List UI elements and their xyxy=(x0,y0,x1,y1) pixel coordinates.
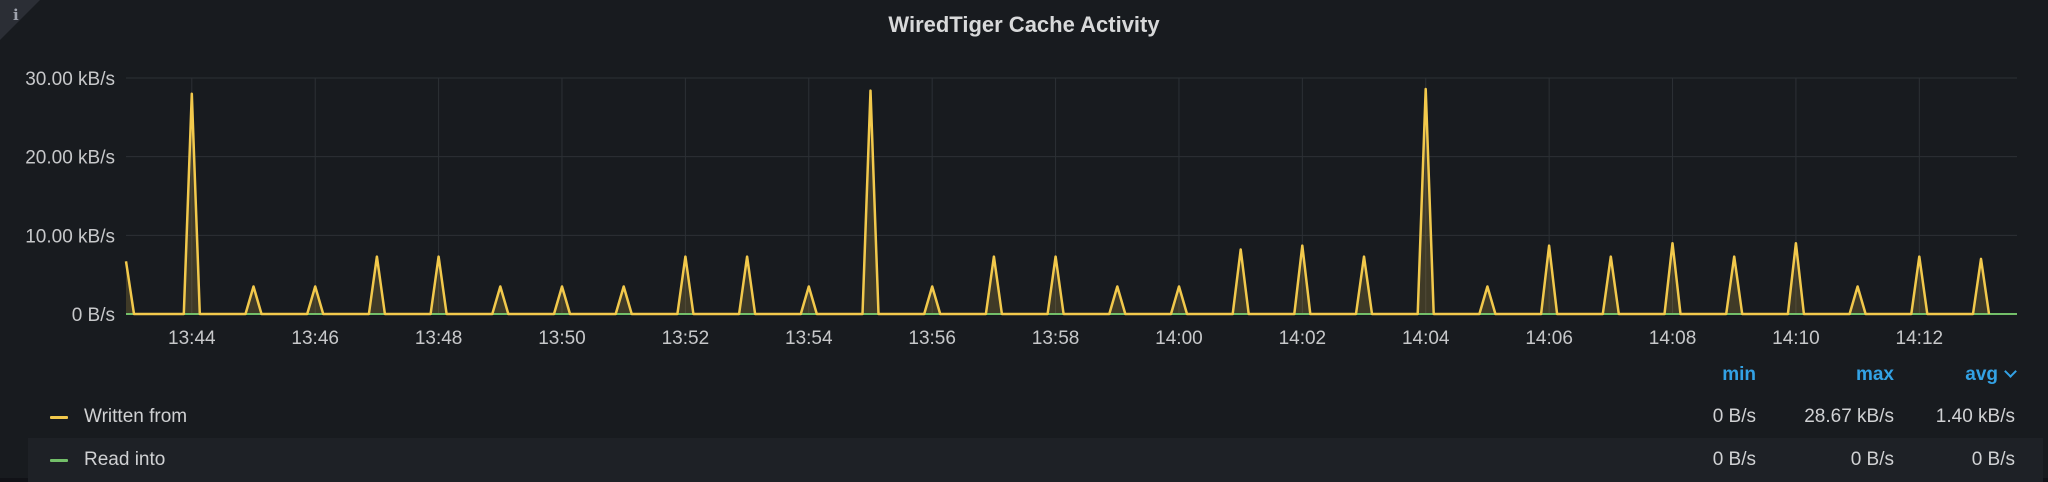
legend-row-read-into[interactable]: Read into 0 B/s 0 B/s 0 B/s xyxy=(28,438,2043,482)
x-tick-label: 13:44 xyxy=(168,328,216,349)
x-tick-label: 13:46 xyxy=(291,328,339,349)
legend-header-min[interactable]: min xyxy=(1700,364,1756,386)
legend-header-avg[interactable]: avg xyxy=(1920,364,2015,386)
legend-row-written-from[interactable]: Written from 0 B/s 28.67 kB/s 1.40 kB/s xyxy=(28,395,2043,439)
legend-stat-min: 0 B/s xyxy=(1648,406,1756,428)
y-tick-label: 10.00 kB/s xyxy=(25,226,115,247)
x-tick-label: 14:12 xyxy=(1896,328,1944,349)
x-tick-label: 13:52 xyxy=(662,328,710,349)
x-tick-label: 14:02 xyxy=(1279,328,1327,349)
legend-stat-max: 0 B/s xyxy=(1768,449,1894,471)
y-tick-label: 30.00 kB/s xyxy=(25,69,115,90)
chevron-down-icon xyxy=(2004,365,2017,378)
y-tick-label: 20.00 kB/s xyxy=(25,148,115,169)
x-tick-label: 14:10 xyxy=(1772,328,1820,349)
x-tick-label: 14:04 xyxy=(1402,328,1450,349)
x-tick-label: 13:50 xyxy=(538,328,586,349)
x-tick-label: 13:58 xyxy=(1032,328,1080,349)
legend-stat-max: 28.67 kB/s xyxy=(1768,406,1894,428)
legend-stat-min: 0 B/s xyxy=(1648,449,1756,471)
series-area-written-from xyxy=(126,89,1989,314)
y-tick-label: 0 B/s xyxy=(72,305,115,326)
x-tick-label: 13:48 xyxy=(415,328,463,349)
legend-header-avg-label: avg xyxy=(1965,364,1998,385)
x-tick-label: 14:06 xyxy=(1525,328,1573,349)
legend-stat-avg: 0 B/s xyxy=(1908,449,2015,471)
legend-series-label[interactable]: Read into xyxy=(84,449,165,471)
x-tick-label: 14:08 xyxy=(1649,328,1697,349)
legend-series-label[interactable]: Written from xyxy=(84,406,187,428)
chart-plot[interactable]: 0 B/s 10.00 kB/s 20.00 kB/s 30.00 kB/s 13:44… xyxy=(0,0,2048,360)
series-color-swatch[interactable] xyxy=(50,416,68,419)
legend-stat-avg: 1.40 kB/s xyxy=(1908,406,2015,428)
x-tick-label: 14:00 xyxy=(1155,328,1203,349)
x-tick-label: 13:54 xyxy=(785,328,833,349)
x-tick-label: 13:56 xyxy=(908,328,956,349)
legend-header-max[interactable]: max xyxy=(1820,364,1894,386)
series-color-swatch[interactable] xyxy=(50,459,68,462)
